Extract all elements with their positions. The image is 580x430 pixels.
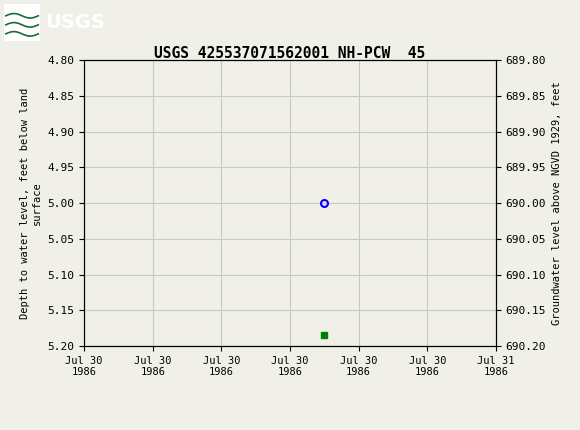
Y-axis label: Depth to water level, feet below land
surface: Depth to water level, feet below land su…	[20, 88, 42, 319]
Text: USGS: USGS	[45, 13, 105, 32]
Text: USGS 425537071562001 NH-PCW  45: USGS 425537071562001 NH-PCW 45	[154, 46, 426, 61]
FancyBboxPatch shape	[5, 6, 39, 40]
Legend: Period of approved data: Period of approved data	[181, 426, 399, 430]
Y-axis label: Groundwater level above NGVD 1929, feet: Groundwater level above NGVD 1929, feet	[552, 81, 561, 325]
